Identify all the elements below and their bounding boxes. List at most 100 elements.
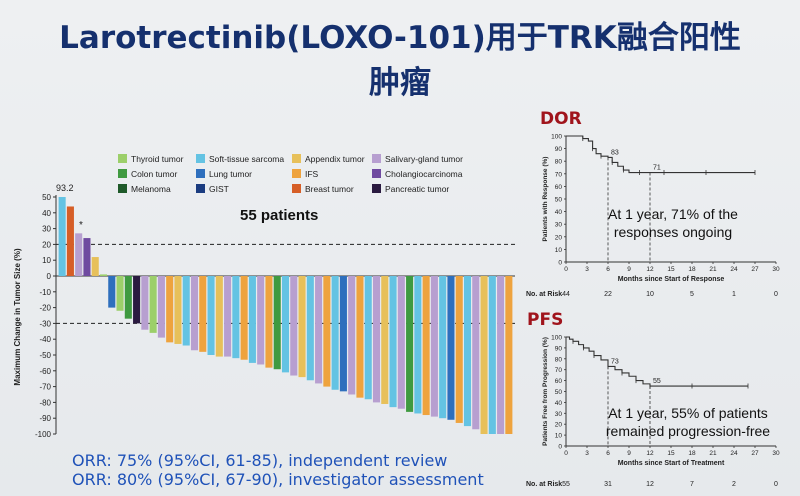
waterfall-bar [83,238,91,276]
km-risk-value: 0 [774,481,778,488]
waterfall-bar [406,276,414,412]
slide-title-line1: Larotrectinib(LOXO-101)用于TRK融合阳性 [59,20,741,56]
km-x-tick-label: 6 [606,266,610,273]
y-tick-label: 10 [42,256,51,265]
y-tick-label: -100 [35,430,52,439]
km-y-tick-label: 10 [555,247,563,254]
km-risk-value: 12 [646,481,654,488]
km-x-axis-label: Months since Start of Treatment [618,460,725,467]
legend-label: Melanoma [131,184,171,194]
top-value-label: 93.2 [56,183,74,193]
waterfall-bar [298,276,306,378]
waterfall-bar [66,206,74,276]
waterfall-bar [182,276,190,346]
km-risk-value: 55 [562,481,570,488]
km-x-tick-label: 21 [709,266,717,273]
km-y-tick-label: 60 [555,184,563,191]
km-x-tick-label: 9 [627,266,631,273]
slide-title-line2: 肿瘤 [369,65,431,101]
waterfall-bar [224,276,232,357]
waterfall-bar [306,276,314,381]
km-risk-value: 7 [690,481,694,488]
km-x-tick-label: 27 [751,266,759,273]
waterfall-bar [372,276,381,403]
km-y-tick-label: 80 [555,159,563,166]
waterfall-bars [58,197,513,434]
waterfall-bar [157,276,165,338]
legend-label: GIST [209,184,229,194]
waterfall-bar [91,257,99,276]
waterfall-bar [455,276,463,423]
waterfall-bar [240,276,248,360]
km-x-tick-label: 6 [606,450,610,457]
y-tick-label: -70 [39,383,51,392]
km-risk-value: 44 [562,291,570,298]
legend-label: Thyroid tumor [131,154,184,164]
km-y-tick-label: 30 [555,222,563,229]
legend-label: IFS [305,169,319,179]
legend-label: Cholangiocarcinoma [385,169,463,179]
km-risk-label: No. at Risk [526,481,562,488]
waterfall-bar [439,276,447,419]
km-point-label: 83 [611,149,619,156]
waterfall-bar [141,276,149,330]
waterfall-bar [323,276,331,387]
patients-label: 55 patients [240,207,319,224]
y-tick-label: -60 [39,367,51,376]
waterfall-bar [505,276,513,434]
km-y-tick-label: 0 [558,444,562,451]
km-risk-label: No. at Risk [526,291,562,298]
km-risk-value: 22 [604,291,612,298]
waterfall-bar [190,276,199,351]
pfs-title: PFS [527,310,564,330]
orr-line2: ORR: 80% (95%CI, 67-90), investigator as… [72,470,484,489]
legend-swatch [292,154,301,163]
waterfall-bar [422,276,430,416]
dor-note: At 1 year, 71% of the responses ongoing [608,206,738,240]
waterfall-bar [99,274,108,276]
km-x-tick-label: 27 [751,450,759,457]
km-x-tick-label: 30 [772,266,780,273]
legend-label: Breast tumor [305,184,354,194]
star-label: * [79,220,83,231]
waterfall-bar [315,276,323,384]
y-tick-label: -10 [39,288,51,297]
legend-swatch [118,184,127,193]
waterfall-bar [174,276,182,344]
waterfall-bar [381,276,389,404]
km-y-tick-label: 30 [555,411,563,418]
waterfall-bar [463,276,472,427]
legend-label: Colon tumor [131,169,177,179]
km-y-tick-label: 90 [555,345,563,352]
legend-swatch [118,169,127,178]
km-y-tick-label: 60 [555,378,563,385]
waterfall-bar [248,276,256,363]
km-y-axis-label: Patients with Response (%) [542,157,549,242]
km-x-tick-label: 24 [730,266,738,273]
y-tick-label: -20 [39,304,51,313]
km-x-tick-label: 21 [709,450,717,457]
waterfall-bar [265,276,273,368]
waterfall-bar [257,276,265,365]
km-x-tick-label: 30 [772,450,780,457]
waterfall-bar [281,276,290,373]
waterfall-bar [480,276,488,434]
waterfall-bar [472,276,480,430]
km-y-tick-label: 0 [558,260,562,267]
km-y-tick-label: 10 [555,433,563,440]
legend-label: Pancreatic tumor [385,184,449,194]
y-tick-label: -40 [39,335,51,344]
waterfall-bar [232,276,240,359]
km-y-tick-label: 80 [555,356,563,363]
waterfall-bar [397,276,405,409]
km-x-tick-label: 0 [564,450,568,457]
legend-swatch [372,169,381,178]
km-y-tick-label: 70 [555,171,563,178]
y-tick-label: -90 [39,414,51,423]
km-y-axis-label: Patients Free from Progression (%) [542,337,549,446]
waterfall-bar [166,276,174,343]
km-x-tick-label: 18 [688,266,696,273]
km-x-tick-label: 15 [667,450,675,457]
